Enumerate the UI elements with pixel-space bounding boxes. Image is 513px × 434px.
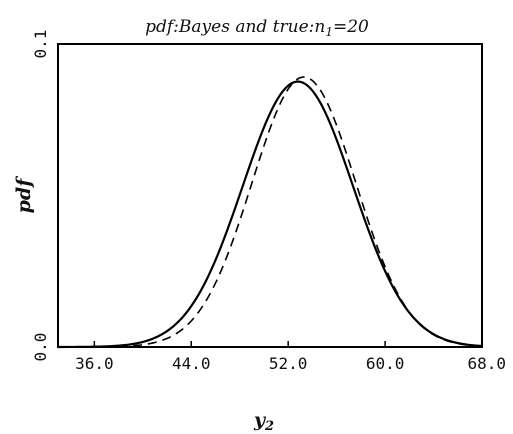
axis-ticks: 36.0 44.0 52.0 60.0 68.0 0.0 0.1 <box>31 30 506 373</box>
x-axis-title: y2 <box>253 409 274 434</box>
x-axis-title-subscript: 2 <box>264 419 274 434</box>
x-tick-label: 36.0 <box>75 354 114 373</box>
x-axis-title-text: y <box>253 409 267 431</box>
chart-title-text: pdf:Bayes and true:n <box>145 17 325 37</box>
x-tick-label: 44.0 <box>172 354 211 373</box>
x-tick-label: 52.0 <box>269 354 308 373</box>
series-line-dashed <box>58 76 483 348</box>
plot-frame <box>57 43 483 348</box>
y-axis-title: pdf <box>13 176 35 214</box>
series-lines <box>58 76 483 349</box>
y-tick-label: 0.1 <box>31 30 50 59</box>
chart-title-subscript: 1 <box>325 25 333 39</box>
x-tick-label: 68.0 <box>467 354 506 373</box>
y-tick-label: 0.0 <box>31 333 50 362</box>
series-line-solid <box>58 80 483 349</box>
chart-title: pdf:Bayes and true:n1=20 <box>145 17 369 39</box>
chart-title-suffix: =20 <box>333 17 369 37</box>
x-tick-label: 60.0 <box>366 354 405 373</box>
